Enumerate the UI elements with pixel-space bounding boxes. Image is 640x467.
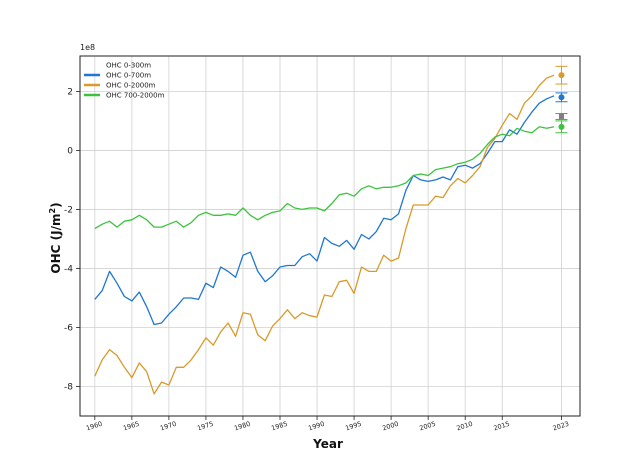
series-layer: [94, 65, 568, 395]
y-tick-label: 0: [67, 146, 73, 156]
x-tick-label: 1965: [122, 420, 140, 433]
legend: OHC 0-300m OHC 0-700m OHC 0-2000m OHC 700-2…: [84, 62, 165, 100]
legend-label: OHC 0-700m: [106, 72, 151, 80]
legend-label: OHC 0-2000m: [106, 82, 156, 90]
y-axis-label-sup: 2: [48, 208, 57, 214]
y-tick-label: -2: [64, 205, 73, 215]
y-axis-label-main: OHC (J/m: [49, 213, 63, 273]
y-axis-label-end: ): [49, 202, 63, 207]
plot-frame: [79, 55, 581, 417]
grid: [80, 56, 580, 416]
series-ohc-0-2000m: [94, 65, 568, 395]
latest-marker: [558, 72, 565, 79]
y-axis-ticks: -8 -6 -4 -2 0 2: [64, 87, 80, 392]
x-tick-label: 1990: [307, 420, 325, 433]
series-ohc-700-2000m: [94, 120, 568, 230]
y-axis-multiplier: 1e8: [80, 43, 95, 52]
series-line: [94, 74, 555, 395]
series-line: [94, 95, 555, 326]
x-tick-label: 2000: [381, 420, 399, 433]
x-axis-ticks: 1960 1965 1970 1975 1980 1985 1990 1995 2000 2005…: [85, 416, 570, 432]
x-tick-label: 2015: [492, 420, 510, 433]
x-tick-label: 1980: [233, 420, 251, 433]
series-line: [94, 126, 555, 230]
x-tick-label: 1970: [159, 420, 177, 433]
series-ohc-0-300m: [555, 113, 568, 120]
latest-marker: [558, 94, 565, 101]
x-axis-label: Year: [312, 437, 343, 451]
x-tick-label: 1985: [270, 420, 288, 433]
y-tick-label: -8: [64, 382, 73, 392]
latest-marker: [558, 113, 564, 119]
y-tick-label: -4: [64, 264, 73, 274]
x-tick-label: 1960: [85, 420, 103, 433]
legend-label: OHC 0-300m: [106, 62, 151, 70]
x-tick-label: 2005: [418, 420, 436, 433]
y-axis-label: OHC (J/m2): [48, 202, 63, 273]
x-tick-label: 1995: [344, 420, 362, 433]
y-tick-label: -6: [64, 323, 73, 333]
x-tick-label: 2010: [455, 420, 473, 433]
y-tick-label: 2: [67, 87, 73, 97]
series-ohc-0-700m: [94, 92, 568, 326]
x-tick-label: 2023: [552, 420, 570, 433]
x-tick-label: 1975: [196, 420, 214, 433]
legend-label: OHC 700-2000m: [106, 92, 165, 100]
latest-marker: [558, 123, 565, 130]
